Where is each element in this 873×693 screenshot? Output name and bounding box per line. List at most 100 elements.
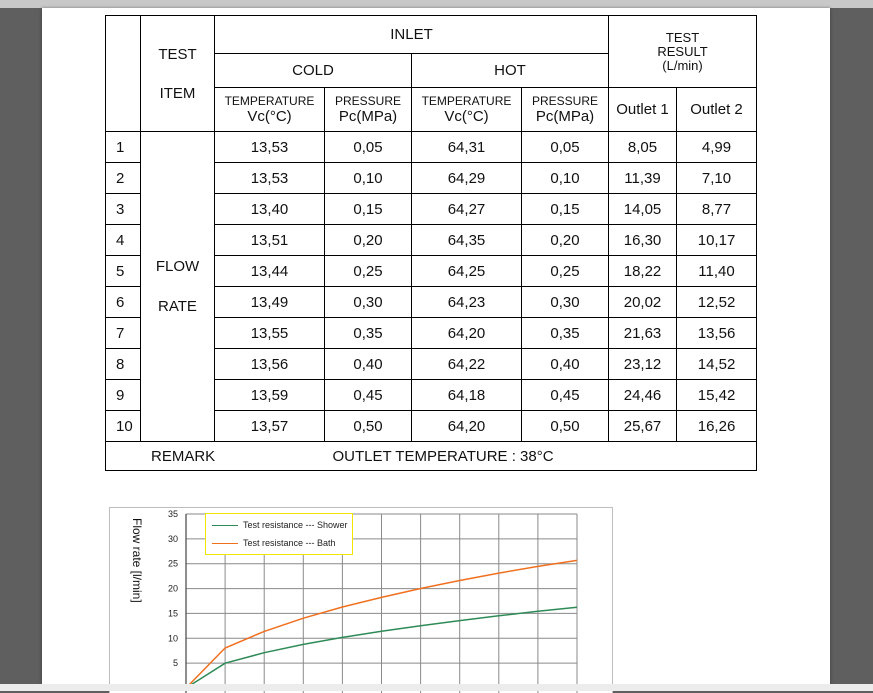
chart-canvas: 05101520253035 xyxy=(168,509,578,693)
row-number: 4 xyxy=(105,224,141,256)
document-page: TEST ITEM INLET TEST RESULT (L/min) COLD… xyxy=(42,8,830,693)
table-row: 2 13,53 0,10 64,29 0,10 11,39 7,10 xyxy=(105,162,758,194)
cold-pressure-cell: 0,45 xyxy=(324,379,412,411)
cold-pressure-cell: 0,40 xyxy=(324,348,412,380)
y-tick-label: 20 xyxy=(168,584,178,594)
test-item-line1: TEST xyxy=(158,45,197,63)
inlet-header: INLET xyxy=(213,15,610,54)
outlet2-cell: 14,52 xyxy=(676,348,758,380)
outlet1-cell: 18,22 xyxy=(608,255,678,287)
hot-pressure-cell: 0,20 xyxy=(520,224,610,256)
hot-temperature-cell: 64,35 xyxy=(411,224,522,256)
table-row: 5 13,44 0,25 64,25 0,25 18,22 11,40 xyxy=(105,255,758,287)
hot-pressure-cell: 0,35 xyxy=(520,317,610,349)
legend-label-shower: Test resistance --- Shower xyxy=(243,520,348,530)
hot-temperature-cell: 64,27 xyxy=(411,193,522,225)
table-row: 9 13,59 0,45 64,18 0,45 24,46 15,42 xyxy=(105,379,758,411)
cold-pressure-cell: 0,30 xyxy=(324,286,412,318)
remark-value: OUTLET TEMPERATURE : 38°C xyxy=(324,441,758,471)
table-row: 10 13,57 0,50 64,20 0,50 25,67 16,26 xyxy=(105,410,758,442)
outlet1-cell: 21,63 xyxy=(608,317,678,349)
cold-temperature-cell: 13,53 xyxy=(214,162,325,194)
outlet2-cell: 7,10 xyxy=(676,162,758,194)
outlet1-cell: 24,46 xyxy=(608,379,678,411)
outlet1-cell: 11,39 xyxy=(608,162,678,194)
test-item-line2: ITEM xyxy=(159,84,196,102)
cold-temperature-cell: 13,51 xyxy=(214,224,325,256)
row-number: 7 xyxy=(105,317,141,349)
hot-pressure-unit: Pc(MPa) xyxy=(535,108,595,125)
outlet1-cell: 25,67 xyxy=(608,410,678,442)
cold-temperature-header: TEMPERATURE Vc(°C) xyxy=(214,87,325,132)
hot-pressure-header: PRESSURE Pc(MPa) xyxy=(520,87,610,132)
flow-rate-test-table: TEST ITEM INLET TEST RESULT (L/min) COLD… xyxy=(105,15,758,471)
outlet1-header: Outlet 1 xyxy=(608,87,678,132)
flow-rate-chart: 05101520253035 Flow rate [l/min] Test re… xyxy=(109,507,613,693)
cold-pressure-cell: 0,35 xyxy=(324,317,412,349)
outlet1-cell: 23,12 xyxy=(608,348,678,380)
item-line2: RATE xyxy=(158,297,197,315)
hot-pressure-cell: 0,15 xyxy=(520,193,610,225)
hot-pressure-label: PRESSURE xyxy=(531,94,599,108)
series-line-shower xyxy=(185,606,578,689)
remark-row: REMARK OUTLET TEMPERATURE : 38°C xyxy=(105,441,758,471)
test-result-line1: TEST xyxy=(665,29,700,45)
row-number: 3 xyxy=(105,193,141,225)
table-row: 8 13,56 0,40 64,22 0,40 23,12 14,52 xyxy=(105,348,758,380)
row-number: 1 xyxy=(105,131,141,163)
outlet1-cell: 20,02 xyxy=(608,286,678,318)
row-number: 8 xyxy=(105,348,141,380)
row-number: 5 xyxy=(105,255,141,287)
outlet2-cell: 13,56 xyxy=(676,317,758,349)
hot-temperature-cell: 64,29 xyxy=(411,162,522,194)
cold-temperature-cell: 13,40 xyxy=(214,193,325,225)
cold-temperature-cell: 13,55 xyxy=(214,317,325,349)
hot-temperature-cell: 64,31 xyxy=(411,131,522,163)
legend-label-bath: Test resistance --- Bath xyxy=(243,538,336,548)
chart-legend: Test resistance --- Shower Test resistan… xyxy=(205,513,353,555)
cold-pressure-cell: 0,50 xyxy=(324,410,412,442)
cold-pressure-header: PRESSURE Pc(MPa) xyxy=(324,87,412,132)
outlet1-cell: 16,30 xyxy=(608,224,678,256)
row-number: 2 xyxy=(105,162,141,194)
table-row: 1 FLOW RATE 13,53 0,05 64,31 0,05 8,05 4,99 xyxy=(105,131,758,442)
outlet2-cell: 12,52 xyxy=(676,286,758,318)
y-tick-label: 35 xyxy=(168,509,178,519)
outlet2-cell: 16,26 xyxy=(676,410,758,442)
outlet2-cell: 11,40 xyxy=(676,255,758,287)
hot-pressure-cell: 0,50 xyxy=(520,410,610,442)
cold-pressure-cell: 0,05 xyxy=(324,131,412,163)
row-number: 10 xyxy=(105,410,141,442)
y-tick-label: 5 xyxy=(173,658,178,668)
hot-temperature-header: TEMPERATURE Vc(°C) xyxy=(411,87,522,132)
cold-temperature-cell: 13,59 xyxy=(214,379,325,411)
legend-swatch-shower xyxy=(212,524,238,526)
y-axis-label: Flow rate [l/min] xyxy=(130,518,144,603)
test-result-line2: RESULT xyxy=(657,43,708,59)
test-result-line3: (L/min) xyxy=(662,57,703,73)
legend-entry-bath: Test resistance --- Bath xyxy=(212,537,336,549)
item-line1: FLOW xyxy=(155,257,200,275)
hot-pressure-cell: 0,25 xyxy=(520,255,610,287)
hot-pressure-cell: 0,10 xyxy=(520,162,610,194)
cold-header: COLD xyxy=(214,53,412,88)
outlet2-cell: 15,42 xyxy=(676,379,758,411)
cold-temperature-unit: Vc(°C) xyxy=(247,108,292,125)
hot-pressure-cell: 0,45 xyxy=(520,379,610,411)
cold-temperature-cell: 13,53 xyxy=(214,131,325,163)
cold-pressure-cell: 0,10 xyxy=(324,162,412,194)
hot-temperature-cell: 64,20 xyxy=(411,410,522,442)
y-tick-label: 10 xyxy=(168,633,178,643)
cold-pressure-cell: 0,15 xyxy=(324,193,412,225)
test-result-header: TEST RESULT (L/min) xyxy=(608,15,758,88)
outlet2-cell: 4,99 xyxy=(676,131,758,163)
test-item-header: TEST ITEM xyxy=(140,15,215,132)
hot-pressure-cell: 0,05 xyxy=(520,131,610,163)
hot-temperature-label: TEMPERATURE xyxy=(421,94,512,108)
hot-temperature-cell: 64,18 xyxy=(411,379,522,411)
outlet1-cell: 8,05 xyxy=(608,131,678,163)
cold-temperature-cell: 13,44 xyxy=(214,255,325,287)
hot-temperature-unit: Vc(°C) xyxy=(444,108,489,125)
cold-pressure-label: PRESSURE xyxy=(334,94,402,108)
legend-swatch-bath xyxy=(212,542,238,544)
